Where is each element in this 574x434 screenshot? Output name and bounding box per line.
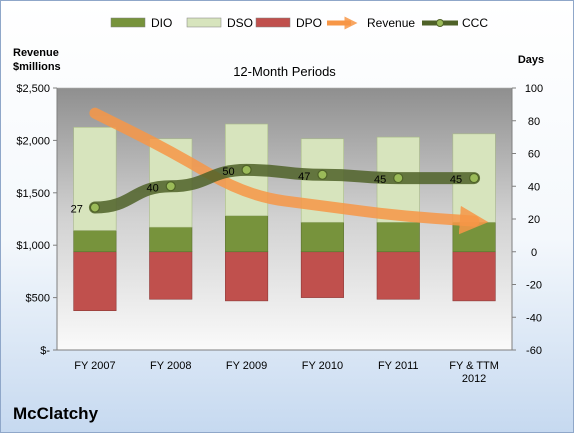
right-axis-tick-label: 0 xyxy=(531,247,537,259)
ccc-data-label: 45 xyxy=(374,174,386,186)
ccc-data-label: 45 xyxy=(450,174,462,186)
left-axis-tick-label: $1,500 xyxy=(16,188,50,200)
dio-bar xyxy=(149,226,193,253)
x-axis-category-label: FY 2007 xyxy=(74,360,115,372)
ccc-point xyxy=(317,169,328,180)
ccc-data-label: 50 xyxy=(222,166,234,178)
chart-title: 12-Month Periods xyxy=(233,64,336,79)
ccc-data-label: 40 xyxy=(147,182,159,194)
left-axis-tick-label: $500 xyxy=(26,293,50,305)
legend-label-dio: DIO xyxy=(151,16,172,30)
legend-label-revenue: Revenue xyxy=(367,16,415,30)
right-axis-tick-label: 40 xyxy=(528,181,540,193)
dio-bar xyxy=(225,215,269,253)
ccc-data-label: 47 xyxy=(298,171,310,183)
right-axis-tick-label: -60 xyxy=(526,345,542,357)
legend-swatch-ccc-marker xyxy=(436,19,444,27)
legend-label-ccc: CCC xyxy=(462,16,488,30)
ccc-point xyxy=(468,172,480,184)
dio-bar xyxy=(452,221,496,253)
dpo-bar xyxy=(300,251,344,298)
dio-bar xyxy=(300,221,344,253)
ccc-point xyxy=(165,181,176,192)
dpo-bar xyxy=(73,251,117,312)
x-axis-category-label: FY 2010 xyxy=(302,360,343,372)
company-name: McClatchy xyxy=(13,404,99,423)
dpo-bar xyxy=(452,251,496,302)
x-axis-category-label: FY & TTM xyxy=(449,360,499,372)
right-axis-tick-label: 60 xyxy=(528,149,540,161)
left-axis-tick-label: $2,500 xyxy=(16,83,50,95)
legend-label-dso: DSO xyxy=(227,16,253,30)
x-axis-category-label: FY 2008 xyxy=(150,360,191,372)
left-axis-title: Revenue xyxy=(13,47,59,59)
left-axis-tick-label: $2,000 xyxy=(16,135,50,147)
right-axis-tick-label: 100 xyxy=(525,83,543,95)
right-axis-tick-label: 80 xyxy=(528,116,540,128)
dpo-bar xyxy=(225,251,269,302)
legend-swatch-dio xyxy=(110,17,146,28)
left-axis-title: $millions xyxy=(13,61,61,73)
right-axis-tick-label: -40 xyxy=(526,312,542,324)
left-axis-tick-label: $- xyxy=(40,345,50,357)
ccc-point xyxy=(393,172,404,184)
x-axis-category-label: FY 2009 xyxy=(226,360,267,372)
right-axis-tick-label: -20 xyxy=(526,280,542,292)
ccc-data-label: 27 xyxy=(71,204,83,216)
legend-swatch-dpo xyxy=(255,17,291,28)
ccc-point xyxy=(89,202,101,213)
dpo-bar xyxy=(376,251,420,300)
ccc-point xyxy=(241,164,252,175)
x-axis-category-label: FY 2011 xyxy=(378,360,419,372)
legend-swatch-dso xyxy=(186,17,222,28)
legend-label-dpo: DPO xyxy=(296,16,322,30)
left-axis-tick-label: $1,000 xyxy=(16,240,50,252)
right-axis-tick-label: 20 xyxy=(528,214,540,226)
dio-bar xyxy=(376,221,420,253)
x-axis-category-label: 2012 xyxy=(462,373,486,385)
right-axis-title: Days xyxy=(518,54,544,66)
ccc-line xyxy=(88,163,481,214)
revenue-trend-arrow xyxy=(89,107,489,235)
dio-bar xyxy=(73,230,117,253)
dpo-bar xyxy=(149,251,193,300)
